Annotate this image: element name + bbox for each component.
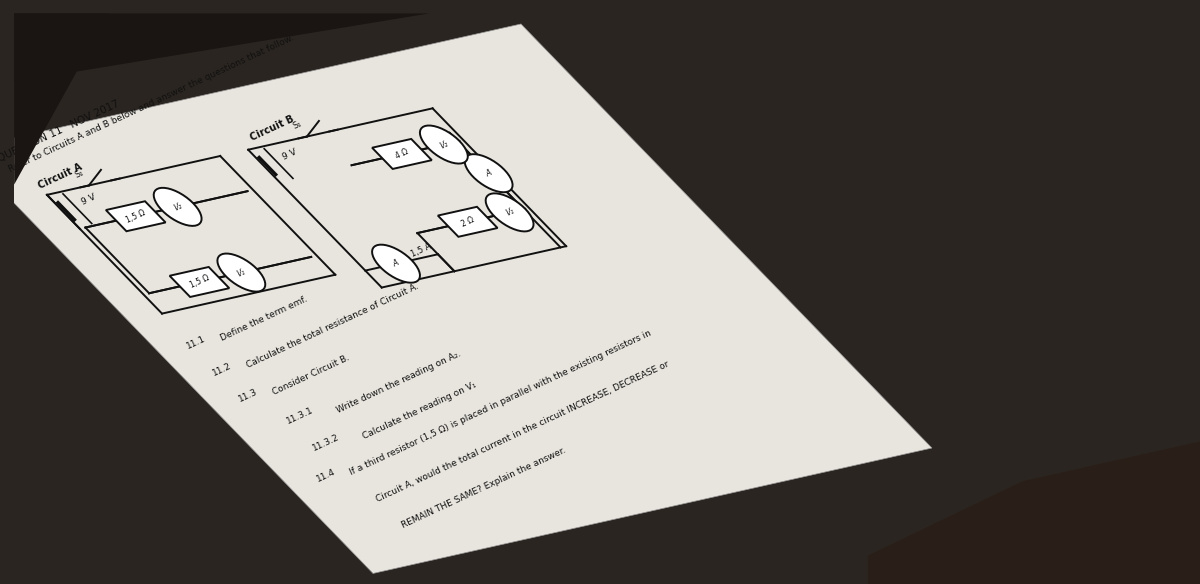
Text: 11.3.1: 11.3.1: [286, 405, 316, 426]
Text: 11.1: 11.1: [185, 334, 208, 351]
Text: 1,5 Ω: 1,5 Ω: [188, 274, 210, 290]
Polygon shape: [372, 139, 432, 169]
Text: Consider Circuit B.: Consider Circuit B.: [271, 353, 350, 397]
Text: V₁: V₁: [504, 207, 515, 218]
Text: 11.2: 11.2: [211, 361, 233, 377]
Text: S₁: S₁: [74, 168, 85, 179]
Polygon shape: [438, 207, 498, 237]
Text: V₂: V₂: [172, 201, 184, 213]
Text: 9 V: 9 V: [281, 147, 298, 162]
Text: V₁: V₁: [235, 267, 247, 279]
Polygon shape: [217, 253, 265, 291]
Polygon shape: [169, 267, 229, 297]
Text: REMAIN THE SAME? Explain the answer.: REMAIN THE SAME? Explain the answer.: [400, 446, 568, 530]
Text: 1,5 A: 1,5 A: [409, 242, 433, 259]
Polygon shape: [0, 24, 932, 573]
Polygon shape: [14, 13, 430, 82]
Polygon shape: [420, 126, 468, 164]
Text: Circuit A: Circuit A: [37, 162, 84, 191]
Polygon shape: [372, 245, 420, 283]
Text: 4 Ω: 4 Ω: [394, 147, 409, 161]
Text: 1,5 Ω: 1,5 Ω: [125, 208, 146, 225]
Text: A: A: [485, 168, 493, 178]
Text: 2 Ω: 2 Ω: [460, 215, 475, 228]
Text: Calculate the total resistance of Circuit A.: Calculate the total resistance of Circui…: [245, 282, 420, 370]
Text: 11.4: 11.4: [314, 468, 337, 484]
Text: A: A: [391, 259, 401, 269]
Polygon shape: [154, 188, 202, 226]
Polygon shape: [106, 201, 166, 231]
Text: S₁: S₁: [292, 119, 304, 131]
Text: Circuit A, would the total current in the circuit INCREASE, DECREASE or: Circuit A, would the total current in th…: [374, 359, 670, 503]
Text: Calculate the reading on V₁: Calculate the reading on V₁: [361, 381, 479, 442]
Text: Circuit B: Circuit B: [250, 114, 296, 143]
Text: Define the term emf.: Define the term emf.: [218, 295, 308, 343]
Text: 9 V: 9 V: [79, 192, 97, 207]
Text: 11.3: 11.3: [238, 388, 259, 404]
Text: QUESTION 11   NOV 2017: QUESTION 11 NOV 2017: [0, 99, 121, 164]
Polygon shape: [486, 193, 534, 231]
Text: Write down the reading on A₂.: Write down the reading on A₂.: [336, 349, 463, 415]
Text: 11.3.2: 11.3.2: [311, 432, 341, 453]
Polygon shape: [464, 154, 512, 192]
Polygon shape: [14, 13, 109, 185]
Polygon shape: [868, 442, 1200, 584]
Text: If a third resistor (1,5 Ω) is placed in parallel with the existing resistors in: If a third resistor (1,5 Ω) is placed in…: [348, 328, 653, 477]
Text: V₂: V₂: [438, 139, 450, 150]
Text: Refer to Circuits A and B below and answer the questions that follow.: Refer to Circuits A and B below and answ…: [7, 33, 295, 174]
